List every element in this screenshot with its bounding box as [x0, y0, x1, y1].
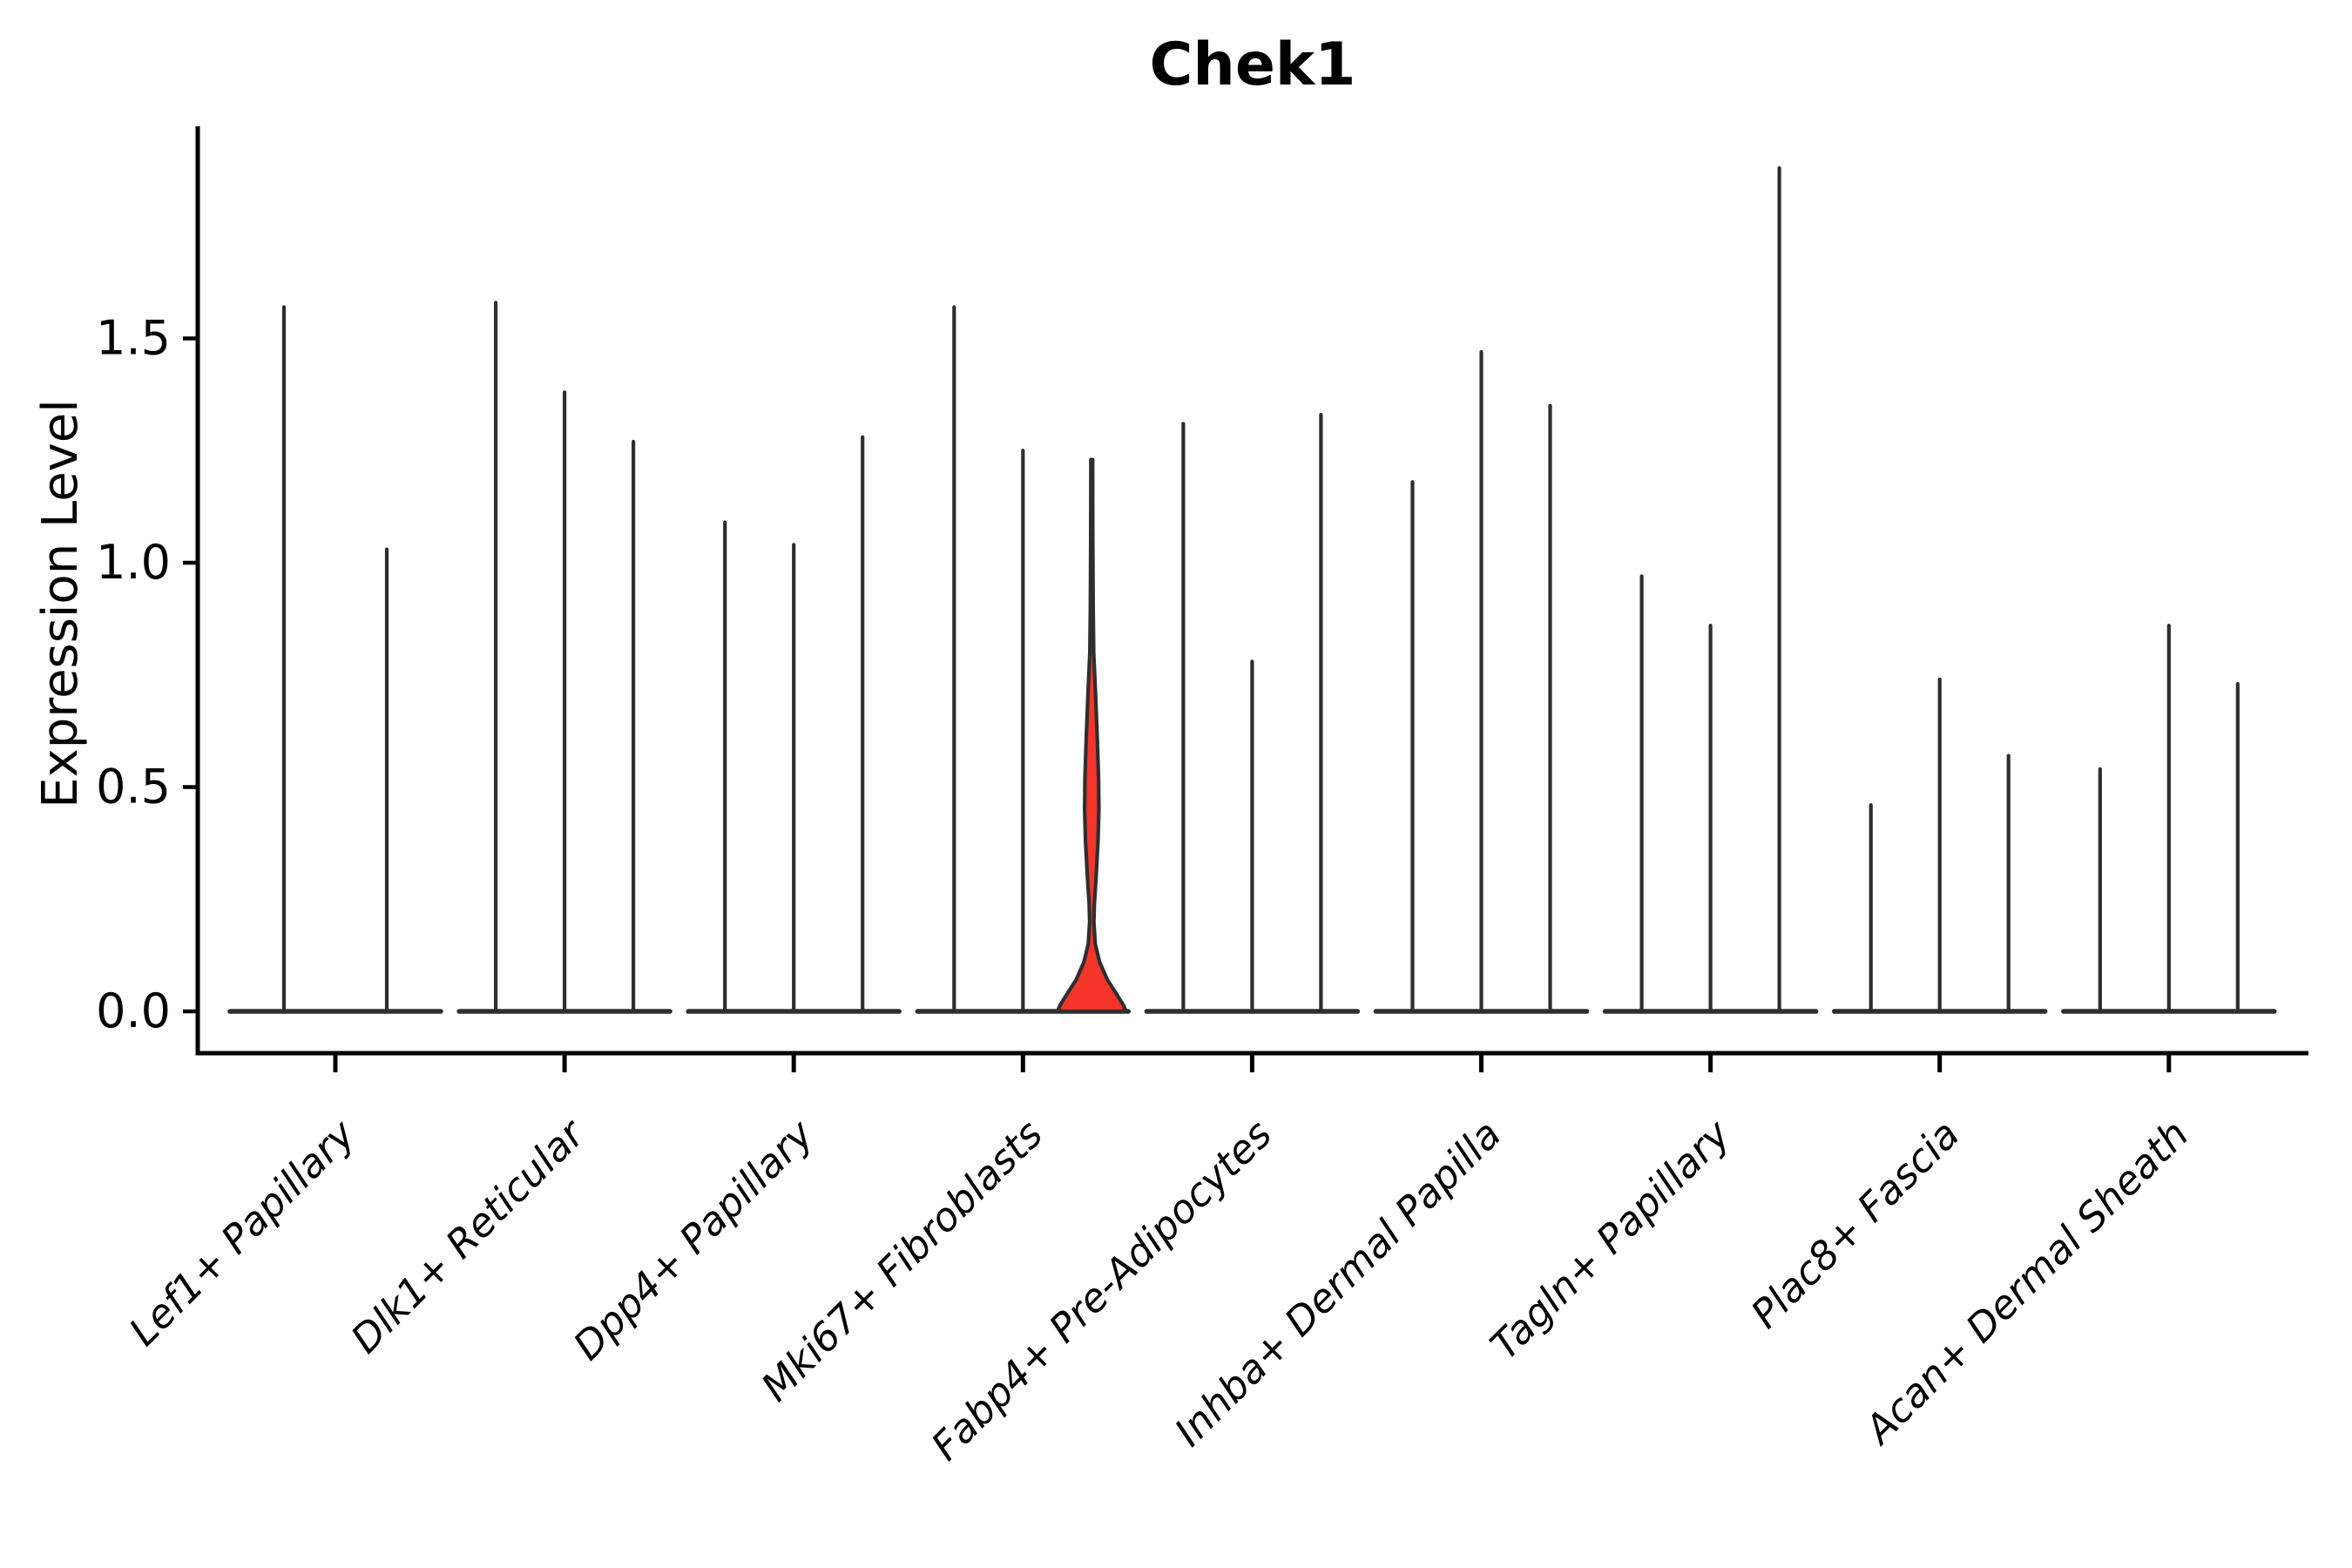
highlighted-violin — [1055, 457, 1128, 1014]
y-tick-label: 1.0 — [96, 535, 171, 590]
x-tick-label: Lef1+ Papillary — [120, 1110, 365, 1355]
x-tick-label: Tagln+ Papillary — [1481, 1110, 1740, 1369]
y-axis-label: Expression Level — [32, 399, 89, 808]
y-tick-label: 0.0 — [96, 983, 171, 1038]
y-tick-label: 0.5 — [96, 760, 171, 814]
x-tick-label: Dpp4+ Papillary — [564, 1110, 823, 1369]
x-tick-label: Dlk1+ Reticular — [342, 1110, 595, 1362]
y-tick-label: 1.5 — [96, 311, 171, 366]
x-tick-label: Plac8+ Fascia — [1742, 1111, 1969, 1337]
violins-layer — [227, 166, 2277, 1014]
chart-title: Chek1 — [1150, 30, 1356, 99]
